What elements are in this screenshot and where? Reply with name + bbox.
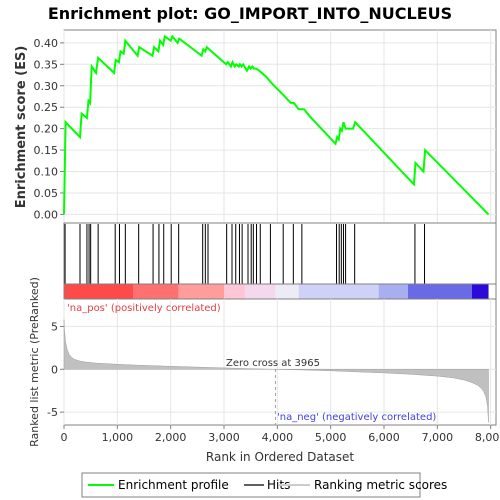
es-y-tick-label: 0.40 [34, 37, 59, 50]
es-y-tick-label: 0.05 [34, 187, 59, 200]
legend-label-enrichment-profile: Enrichment profile [118, 478, 229, 492]
zero-cross-label: Zero cross at 3965 [226, 358, 320, 369]
es-y-tick-label: 0.30 [34, 80, 59, 93]
es-panel-frame [63, 29, 497, 224]
hits-panel [63, 222, 497, 300]
heat-bar-segment [378, 284, 408, 299]
heat-bar-segment [224, 284, 246, 299]
negative-correlation-label: 'na_neg' (negatively correlated) [277, 412, 436, 423]
positive-correlation-label: 'na_pos' (positively correlated) [67, 303, 221, 314]
enrichment-profile-line [63, 34, 490, 216]
x-axis-label: Rank in Ordered Dataset [206, 450, 354, 464]
es-panel: 0.00 0.05 0.10 0.15 0.20 0.25 0.30 0.35 0.40 Enr… [14, 29, 497, 224]
heat-bar-segment [275, 284, 299, 299]
x-axis-ticks: 0 1,000 2,000 3,000 4,000 5,000 6,000 7,000 8,00… [61, 425, 500, 444]
x-tick-label: 1,000 [102, 431, 134, 444]
legend: Enrichment profile Hits Ranking metric s… [81, 472, 447, 498]
metric-y-tick-label: 5 [51, 320, 58, 333]
chart-title: Enrichment plot: GO_IMPORT_INTO_NUCLEUS [48, 4, 452, 23]
metric-y-ticks: -5 0 5 [47, 320, 64, 419]
es-y-tick-label: 0.35 [34, 58, 59, 71]
metric-y-tick-label: 0 [51, 363, 58, 376]
hit-lines [64, 224, 426, 284]
x-tick-label: 4,000 [262, 431, 294, 444]
ranking-heat-bar [64, 284, 489, 299]
heat-bar-segment [408, 284, 472, 299]
es-y-tick-label: 0.20 [34, 123, 59, 136]
legend-label-ranking-metric-scores: Ranking metric scores [314, 478, 447, 492]
metric-panel: -505 'na_pos' (positively correlated) Ze… [28, 277, 497, 447]
es-y-tick-label: 0.25 [34, 101, 59, 114]
metric-axis-label: Ranked list metric (PreRanked) [28, 277, 41, 447]
heat-bar-segment [133, 284, 179, 299]
metric-panel-frame [63, 298, 497, 426]
es-y-ticks: 0.00 0.05 0.10 0.15 0.20 0.25 0.30 0.35 0.40 [34, 37, 64, 221]
heat-bar-segment [472, 284, 489, 299]
es-y-tick-label: 0.15 [34, 144, 59, 157]
x-tick-label: 5,000 [315, 431, 347, 444]
x-tick-label: 0 [61, 431, 68, 444]
es-y-tick-label: 0.10 [34, 166, 59, 179]
es-axis-label: Enrichment score (ES) [14, 46, 29, 209]
hits-panel-frame [63, 222, 497, 285]
x-tick-label: 8,000 [475, 431, 500, 444]
heat-bar-segment [178, 284, 224, 299]
heat-bar-segment [245, 284, 276, 299]
heat-bar-segment [64, 284, 134, 299]
heat-bar-segment [298, 284, 379, 299]
es-y-tick-label: 0.00 [34, 208, 59, 221]
x-tick-label: 3,000 [208, 431, 240, 444]
x-tick-label: 2,000 [155, 431, 187, 444]
x-tick-label: 6,000 [368, 431, 400, 444]
x-tick-label: 7,000 [422, 431, 454, 444]
metric-y-tick-label: -5 [47, 406, 58, 419]
